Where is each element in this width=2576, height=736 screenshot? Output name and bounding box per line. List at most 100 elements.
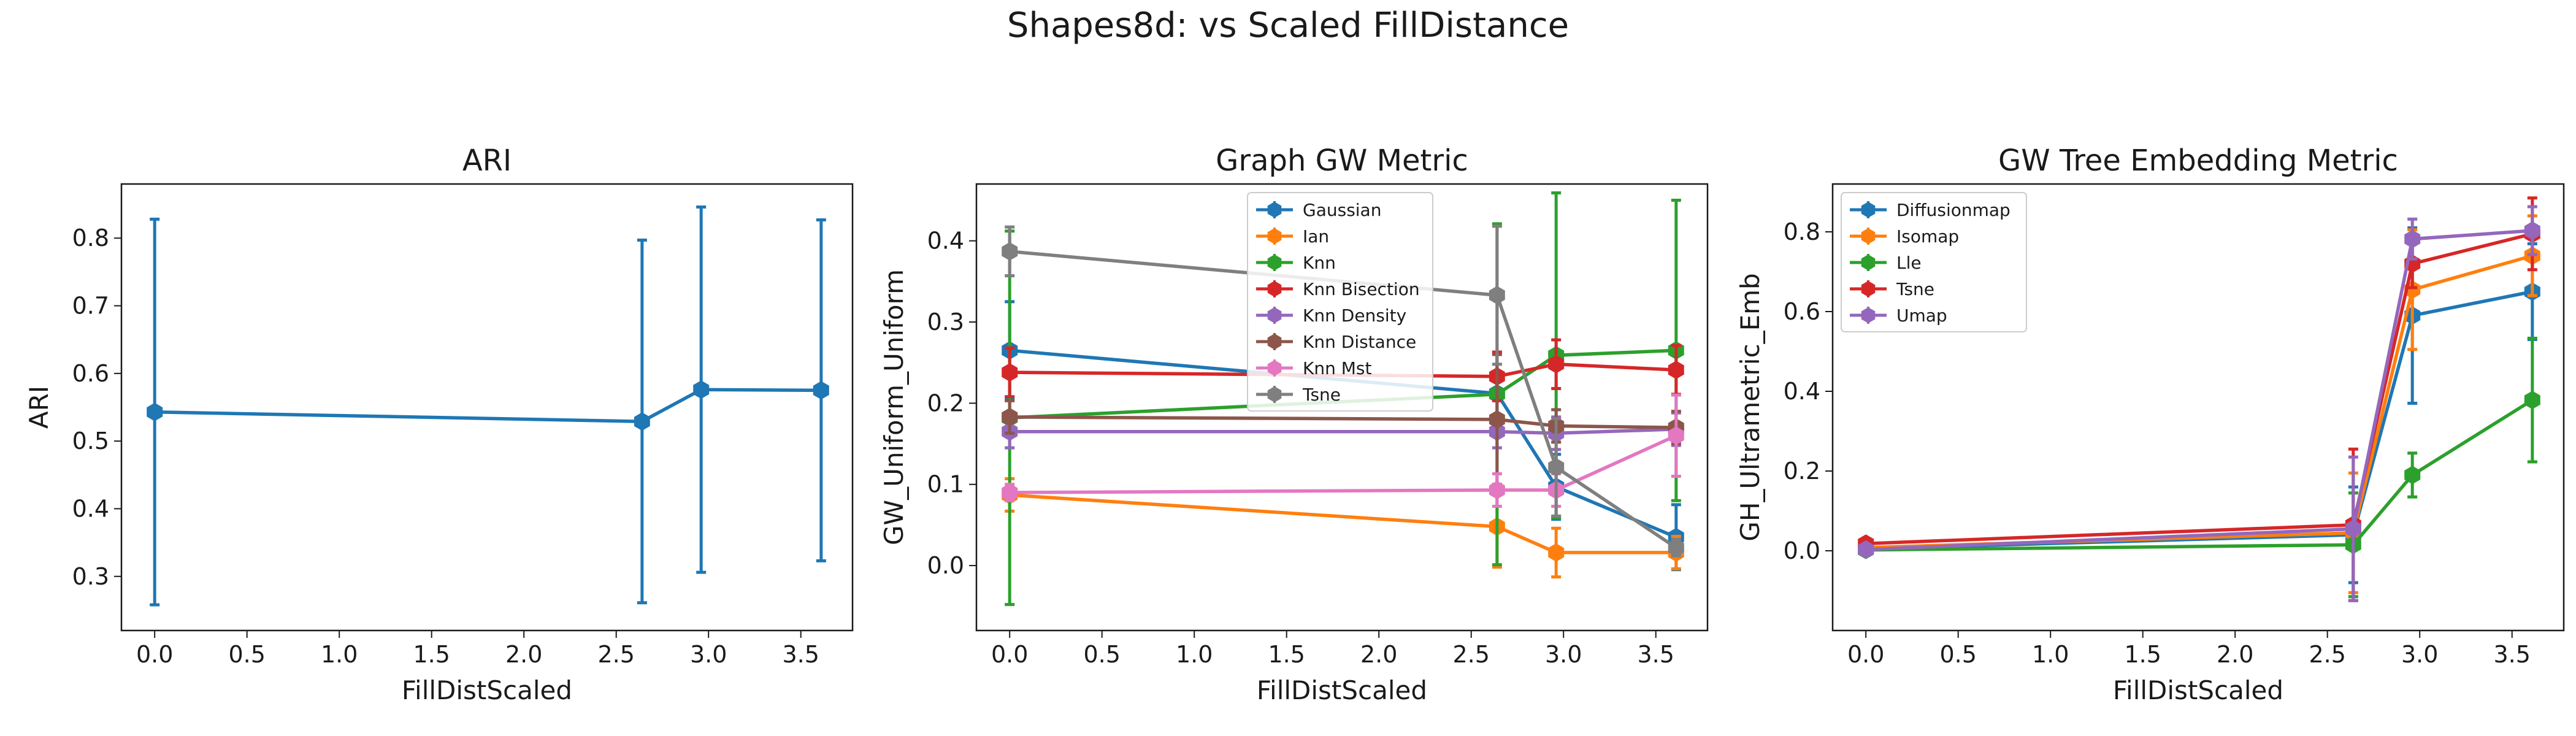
data-point [1489, 286, 1505, 305]
data-point [693, 380, 710, 399]
x-tick-label: 3.0 [690, 641, 727, 668]
legend-label: Diffusionmap [1896, 200, 2011, 220]
x-tick-label: 0.5 [1083, 641, 1120, 668]
legend-label: Tsne [1302, 385, 1341, 405]
y-tick-label: 0.6 [1784, 298, 1820, 325]
y-tick-label: 0.2 [1784, 458, 1820, 485]
legend: Gaussian Ian Knn Knn Bisection Knn Density Kn… [1247, 192, 1433, 412]
panel-title: GW Tree Embedding Metric [1998, 144, 2398, 178]
y-tick-label: 0.6 [72, 360, 109, 387]
data-point [1489, 410, 1505, 429]
x-tick-label: 2.5 [2309, 641, 2345, 668]
x-tick-label: 1.5 [1268, 641, 1305, 668]
data-point [2345, 519, 2361, 539]
y-tick-label: 0.1 [927, 471, 964, 498]
legend: Diffusionmap Isomap Lle Tsne Umap [1841, 192, 2027, 332]
legend-swatch-marker [1861, 307, 1876, 323]
legend-swatch-marker [1267, 255, 1282, 270]
y-tick-label: 0.2 [927, 389, 964, 416]
legend-label: Knn Bisection [1303, 279, 1420, 299]
legend-swatch-marker [1267, 281, 1282, 297]
series-line [1010, 493, 1676, 554]
legend-swatch-marker [1861, 255, 1876, 270]
data-point [813, 381, 829, 400]
panel-1: ARI 0.0 0.5 1.0 1.5 2.0 2.5 3.0 3.5 0.3 0.4 0.5 0.6 0… [24, 144, 854, 705]
y-tick-label: 0.7 [72, 293, 109, 320]
y-axis-label: GW_Uniform_Uniform [879, 269, 909, 545]
y-tick-label: 0.3 [72, 563, 109, 590]
data-point [2404, 466, 2421, 485]
legend-swatch-marker [1861, 228, 1876, 244]
axes-frame [120, 183, 854, 632]
legend-swatch-marker [1861, 202, 1876, 218]
legend-label: Knn Mst [1303, 358, 1372, 378]
x-tick-label: 3.0 [2401, 641, 2438, 668]
data-point [1489, 481, 1505, 499]
y-tick-label: 0.0 [1784, 537, 1820, 564]
legend-label: Ian [1303, 226, 1329, 247]
x-tick-label: 2.5 [1452, 641, 1489, 668]
x-tick-label: 3.5 [782, 641, 819, 668]
y-tick-label: 0.4 [927, 228, 964, 255]
data-point [634, 412, 650, 431]
series-ian [1002, 477, 1684, 579]
x-tick-label: 1.0 [1176, 641, 1213, 668]
data-point [1002, 242, 1018, 261]
legend-swatch-marker [1861, 281, 1876, 297]
data-point [1002, 483, 1018, 502]
x-tick-label: 1.0 [2032, 641, 2069, 668]
x-tick-label: 0.5 [1939, 641, 1976, 668]
legend-swatch-marker [1267, 228, 1282, 244]
x-tick-label: 1.5 [413, 641, 450, 668]
y-axis-label: GH_Ultrametric_Emb [1735, 273, 1765, 541]
legend-label: Umap [1896, 305, 1947, 326]
series-umap [1858, 205, 2540, 602]
legend-label: Knn Density [1303, 305, 1406, 326]
data-point [1002, 407, 1018, 426]
series-line [1010, 415, 1676, 429]
data-point [1668, 539, 1684, 557]
x-tick-label: 1.0 [321, 641, 358, 668]
y-tick-label: 0.4 [72, 495, 109, 522]
figure-suptitle: Shapes8d: vs Scaled FillDistance [1007, 6, 1569, 45]
x-tick-label: 0.0 [991, 641, 1028, 668]
data-point [1668, 426, 1684, 445]
y-tick-label: 0.8 [1784, 218, 1820, 245]
x-axis-label: FillDistScaled [1257, 675, 1427, 705]
series-knn-mst [1002, 393, 1684, 508]
x-axis-label: FillDistScaled [402, 675, 572, 705]
x-tick-label: 3.5 [1637, 641, 1674, 668]
data-point [2524, 221, 2540, 240]
data-point [1858, 540, 1874, 559]
x-tick-label: 2.0 [1360, 641, 1397, 668]
x-axis-label: FillDistScaled [2113, 675, 2283, 705]
y-tick-label: 0.5 [72, 427, 109, 454]
legend-swatch-marker [1267, 202, 1282, 218]
series-line [155, 388, 821, 423]
legend-box [1841, 192, 2027, 332]
legend-label: Isomap [1896, 226, 1959, 247]
series-line [1010, 427, 1676, 435]
legend-label: Knn [1303, 253, 1336, 273]
data-point [1548, 458, 1565, 477]
panel-title: Graph GW Metric [1216, 144, 1468, 178]
x-tick-label: 3.5 [2493, 641, 2530, 668]
series-line [1866, 398, 2534, 552]
series-line [1866, 229, 2532, 551]
x-tick-label: 1.5 [2124, 641, 2161, 668]
legend-swatch-marker [1267, 360, 1282, 376]
x-tick-label: 0.0 [136, 641, 173, 668]
legend-label: Knn Distance [1303, 332, 1416, 352]
legend-swatch-marker [1267, 307, 1282, 323]
x-tick-label: 2.0 [2217, 641, 2253, 668]
x-tick-label: 3.0 [1545, 641, 1582, 668]
y-tick-label: 0.8 [72, 224, 109, 251]
panel-2: Graph GW Metric 0.0 0.5 1.0 1.5 2.0 2.5 3.0 3.5 0… [879, 144, 1709, 705]
series-1 [147, 205, 829, 607]
y-tick-label: 0.3 [927, 309, 964, 335]
data-point [1548, 355, 1565, 374]
y-axis-label: ARI [24, 386, 54, 429]
legend-label: Tsne [1896, 279, 1934, 299]
legend-label: Gaussian [1303, 200, 1381, 220]
